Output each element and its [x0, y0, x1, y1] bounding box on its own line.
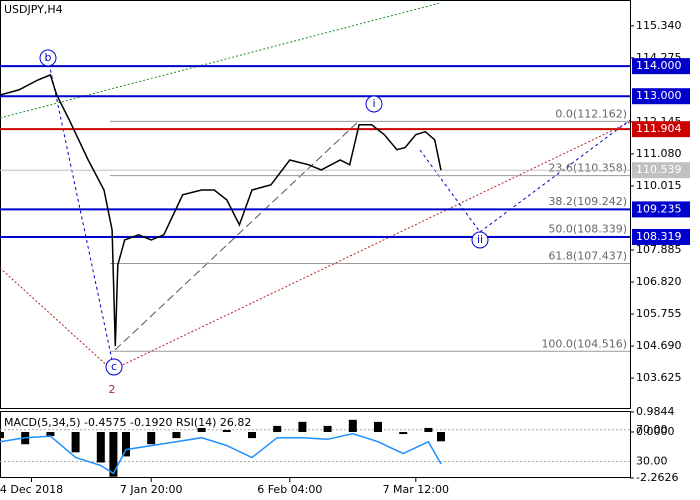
wave-label: i: [372, 97, 375, 110]
macd-bar: [96, 432, 105, 463]
macd-bar: [172, 432, 181, 439]
y2-tick-label: 30.00: [636, 455, 668, 468]
wave-circle: [471, 231, 489, 249]
macd-bar: [109, 432, 118, 477]
macd-bar: [147, 432, 156, 445]
y-tick-label: 0.0000: [636, 425, 675, 438]
y-tick-label: 103.625: [636, 371, 682, 384]
wave-circle: [105, 358, 123, 376]
level-label: 113.000: [636, 89, 682, 102]
wave-label: 2: [109, 383, 116, 396]
wave-line: [419, 149, 481, 233]
wave-circle: [365, 95, 383, 113]
fib-label: 0.0(112.162): [555, 107, 627, 120]
wave-label: ii: [477, 233, 483, 246]
y-tick-label: 110.015: [636, 179, 682, 192]
level-label: 114.000: [636, 59, 682, 72]
y-tick-label: -2.2626: [636, 471, 678, 484]
level-tag: [632, 228, 690, 245]
macd-bar: [399, 432, 408, 435]
trend-line: [0, 267, 113, 371]
wave-line: [114, 119, 361, 351]
y-tick-label: 107.885: [636, 243, 682, 256]
macd-bar: [0, 432, 4, 439]
price-tag: [632, 162, 690, 179]
macd-bar: [348, 419, 357, 433]
macd-bar: [273, 425, 282, 433]
price-tag-label: 110.539: [636, 163, 682, 176]
macd-bar: [71, 432, 80, 453]
y-tick-label: 0.9844: [636, 405, 675, 418]
wave-label: c: [111, 360, 117, 373]
wave-circle: [39, 49, 57, 67]
y-tick-label: 115.340: [636, 19, 682, 32]
macd-bar: [197, 427, 206, 433]
y-tick-label: 106.820: [636, 275, 682, 288]
y2-tick-label: 70.00: [636, 423, 668, 436]
x-tick-label: 6 Feb 04:00: [257, 483, 322, 496]
indicator-title: MACD(5,34,5) -0.4575 -0.1920 RSI(14) 26.…: [4, 416, 251, 429]
wave-label: b: [45, 51, 52, 64]
macd-bar: [248, 432, 256, 439]
fib-label: 50.0(108.339): [548, 222, 627, 235]
level-label: 108.319: [636, 230, 682, 243]
level-tag: [632, 58, 690, 75]
macd-bar: [222, 429, 231, 433]
x-tick-label: 4 Dec 2018: [0, 483, 63, 496]
macd-bar: [374, 421, 382, 433]
price-panel: [0, 0, 631, 409]
macd-bar: [122, 432, 130, 457]
x-tick-label: 7 Mar 12:00: [383, 483, 449, 496]
fib-label: 23.6(110.358): [548, 162, 627, 175]
macd-bar: [437, 432, 445, 442]
y-tick-label: 104.690: [636, 339, 682, 352]
y-tick-label: 105.755: [636, 307, 682, 320]
price-line-series: [0, 73, 442, 347]
fib-label: 100.0(104.516): [541, 337, 627, 350]
indicator-panel: [0, 411, 631, 478]
rsi-line: [0, 432, 442, 475]
x-tick-label: 7 Jan 20:00: [120, 483, 183, 496]
macd-bar: [46, 432, 55, 437]
fib-label: 38.2(109.242): [548, 195, 627, 208]
wave-line: [479, 119, 631, 233]
macd-bar: [298, 421, 307, 433]
level-tag: [632, 201, 690, 218]
fib-label: 61.8(107.437): [548, 249, 627, 262]
level-tag: [632, 121, 690, 138]
macd-bar: [323, 425, 332, 433]
level-label: 109.235: [636, 202, 682, 215]
level-tag: [632, 88, 690, 105]
y-tick-label: 111.080: [636, 147, 682, 160]
macd-bar: [424, 427, 433, 433]
chart-title: USDJPY,H4: [4, 3, 63, 16]
level-label: 111.904: [636, 122, 682, 135]
